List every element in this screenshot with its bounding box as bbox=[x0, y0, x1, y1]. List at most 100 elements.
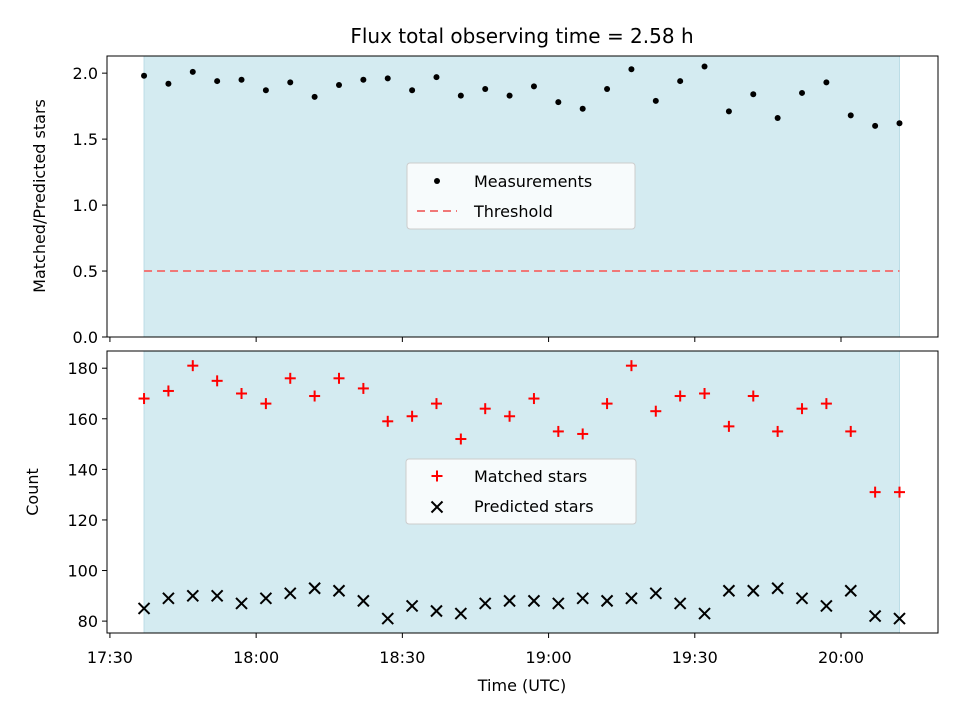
measurement-point bbox=[774, 115, 781, 122]
predicted-star-point bbox=[186, 589, 199, 603]
measurement-point bbox=[384, 75, 391, 82]
matched-star-point bbox=[577, 428, 589, 440]
top-y-ticks: 0.0 0.5 1.0 1.5 2.0 bbox=[73, 64, 107, 347]
matched-star-point bbox=[309, 390, 321, 402]
x-tick-label: 17:30 bbox=[87, 648, 133, 667]
predicted-star-point-b bbox=[747, 584, 760, 597]
matched-star-point bbox=[869, 486, 881, 498]
bottom-plot-frame bbox=[106, 350, 939, 634]
predicted-star-point-b bbox=[405, 599, 419, 613]
measurement-point bbox=[725, 108, 732, 115]
y-tick-label: 80 bbox=[78, 612, 98, 631]
matched-star-point bbox=[601, 398, 613, 410]
measurement-point bbox=[579, 105, 586, 112]
matched-star-point bbox=[625, 360, 637, 372]
y-tick-label: 100 bbox=[67, 562, 98, 581]
predicted-star-point-b bbox=[722, 584, 736, 597]
legend-measurements-label: Measurements bbox=[474, 172, 592, 191]
predicted-star-point bbox=[454, 607, 468, 620]
x-tick-label: 19:00 bbox=[526, 648, 572, 667]
measurement-point bbox=[457, 92, 464, 99]
measurement-point bbox=[628, 66, 635, 73]
predicted-star-point bbox=[357, 594, 370, 608]
predicted-star-point bbox=[795, 592, 809, 605]
matched-star-point bbox=[772, 425, 784, 437]
bottom-y-ticks: 80 100 120 140 160 180 bbox=[67, 359, 107, 631]
predicted-star-point bbox=[673, 597, 687, 610]
matched-star-point bbox=[723, 420, 735, 432]
matched-star-point bbox=[260, 398, 272, 410]
predicted-star-point-b bbox=[479, 597, 492, 610]
matched-star-point bbox=[357, 382, 369, 394]
predicted-star-point-b bbox=[186, 589, 199, 603]
predicted-star-point-b bbox=[284, 587, 297, 600]
top-legend: Measurements Threshold bbox=[406, 162, 636, 230]
legend-matched-marker bbox=[431, 470, 443, 482]
measurement-point bbox=[433, 74, 440, 81]
matched-star-point bbox=[796, 403, 808, 415]
legend-measurements-marker bbox=[434, 178, 440, 184]
matched-star-point bbox=[479, 403, 491, 415]
measurement-point bbox=[360, 76, 367, 83]
matched-star-point bbox=[211, 375, 223, 387]
matched-star-point bbox=[552, 425, 564, 437]
matched-star-point bbox=[187, 360, 199, 372]
predicted-star-point-b bbox=[649, 587, 663, 600]
bottom-panel: 80 100 120 140 160 180 17:30 18:00 18:30 19:00 19… bbox=[23, 350, 939, 695]
measurement-point bbox=[677, 78, 684, 85]
measurement-point bbox=[506, 92, 513, 99]
top-panel: 0.00.51.01.52.0 Matched/Predicted stars … bbox=[30, 55, 939, 347]
predicted-star-point bbox=[576, 592, 589, 605]
predicted-star-point bbox=[430, 604, 443, 618]
bottom-x-ticks: 17:30 18:00 18:30 19:00 19:30 20:00 bbox=[87, 633, 864, 667]
predicted-star-point-b bbox=[259, 592, 273, 605]
legend-matched-label: Matched stars bbox=[474, 467, 587, 486]
predicted-star-point-b bbox=[527, 594, 541, 608]
legend-predicted-glyph bbox=[430, 500, 444, 514]
x-tick-label: 19:30 bbox=[672, 648, 718, 667]
predicted-star-point-b bbox=[210, 589, 224, 603]
predicted-star-point bbox=[722, 584, 736, 597]
measurement-point bbox=[530, 83, 537, 90]
predicted-star-point bbox=[162, 592, 175, 605]
measurement-point bbox=[165, 80, 172, 87]
predicted-star-point bbox=[479, 597, 492, 610]
matched-star-point bbox=[162, 385, 174, 397]
measurement-point bbox=[847, 112, 854, 119]
matched-star-point bbox=[845, 425, 857, 437]
measurement-point bbox=[799, 89, 806, 96]
predicted-star-point-b bbox=[673, 597, 687, 610]
matched-star-point bbox=[650, 405, 662, 417]
predicted-star-point-b bbox=[162, 592, 175, 605]
predicted-star-point bbox=[210, 589, 224, 603]
top-legend-box bbox=[406, 162, 636, 230]
measurement-point bbox=[482, 85, 489, 92]
predicted-star-point bbox=[552, 597, 565, 610]
x-axis-label: Time (UTC) bbox=[477, 676, 566, 695]
predicted-star-point bbox=[527, 594, 541, 608]
measurement-point bbox=[652, 97, 659, 104]
predicted-star-point bbox=[503, 594, 516, 608]
legend-predicted-label: Predicted stars bbox=[474, 497, 594, 516]
y-tick-label: 0.5 bbox=[73, 262, 98, 281]
measurement-point bbox=[896, 120, 903, 127]
predicted-star-point-b bbox=[771, 582, 784, 595]
predicted-star-point-b bbox=[893, 612, 906, 625]
predicted-star-point bbox=[747, 584, 760, 597]
predicted-star-point-b bbox=[868, 609, 882, 623]
predicted-star-point-b bbox=[576, 592, 589, 605]
measurement-point bbox=[701, 63, 708, 70]
predicted-star-point-b bbox=[357, 594, 370, 608]
predicted-star-point-b bbox=[820, 599, 833, 613]
y-tick-label: 120 bbox=[67, 511, 98, 530]
y-tick-label: 1.0 bbox=[73, 196, 98, 215]
bottom-legend: Matched stars Predicted stars bbox=[405, 458, 637, 525]
predicted-star-point bbox=[381, 612, 394, 625]
top-x-ticks bbox=[109, 337, 842, 342]
bottom-legend-box bbox=[405, 458, 637, 525]
matched-star-point bbox=[430, 398, 442, 410]
predicted-star-point-b bbox=[552, 597, 565, 610]
predicted-star-point-b bbox=[600, 594, 614, 608]
predicted-star-point bbox=[405, 599, 419, 613]
